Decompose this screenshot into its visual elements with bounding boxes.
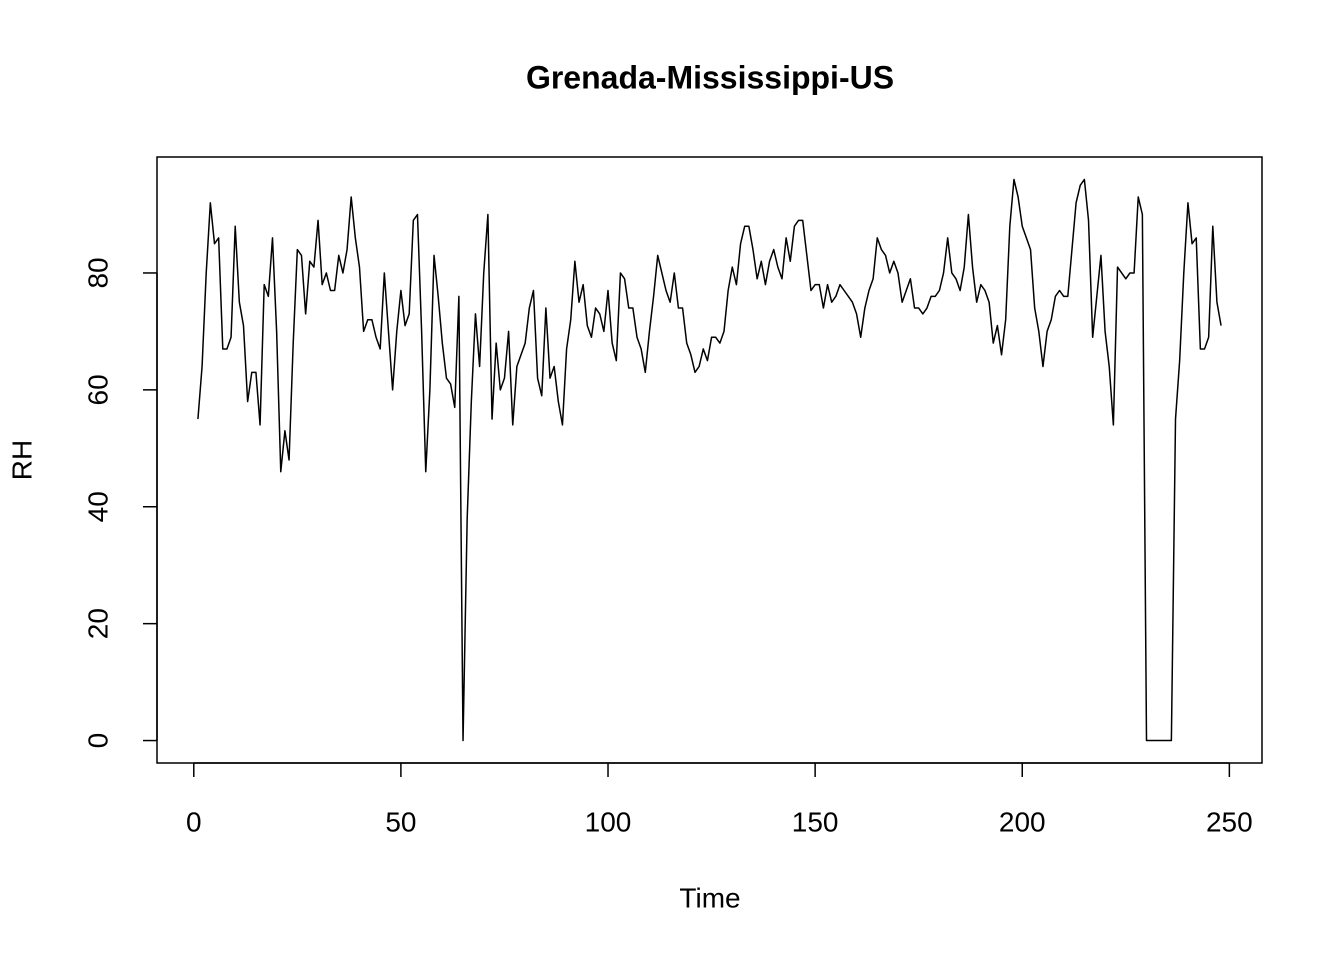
y-tick-label: 0 [82, 733, 113, 749]
y-tick-label: 80 [82, 257, 113, 288]
y-tick-label: 60 [82, 374, 113, 405]
x-axis-label: Time [679, 882, 740, 913]
x-tick-label: 50 [385, 806, 416, 837]
y-tick-label: 20 [82, 608, 113, 639]
plot-frame [156, 156, 1263, 764]
data-line [197, 178, 1222, 742]
chart-title: Grenada-Mississippi-US [526, 59, 894, 95]
y-axis-label: RH [6, 440, 37, 480]
x-tick-label: 100 [585, 806, 632, 837]
y-tick-label: 40 [82, 491, 113, 522]
x-tick-label: 200 [999, 806, 1046, 837]
x-tick-label: 0 [186, 806, 202, 837]
x-tick-label: 150 [792, 806, 839, 837]
x-tick-label: 250 [1206, 806, 1253, 837]
